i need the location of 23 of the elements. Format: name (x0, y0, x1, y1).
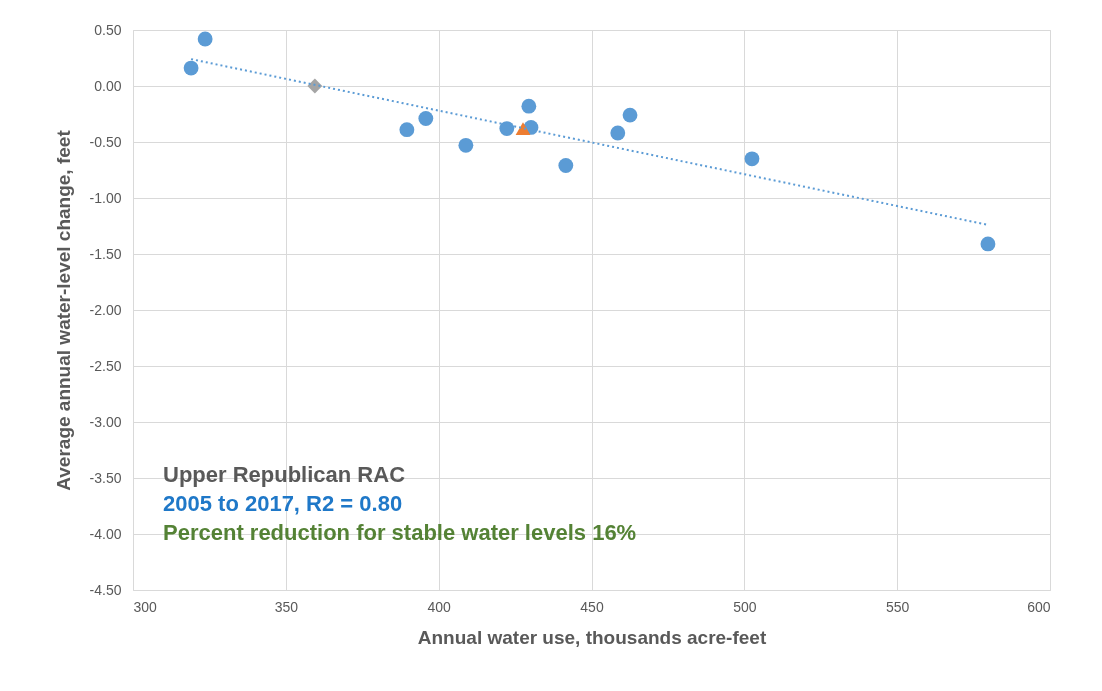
y-tick-label: -2.00 (89, 301, 122, 318)
y-tick-label: 0.00 (94, 77, 122, 94)
y-tick-label: -3.50 (89, 469, 122, 486)
x-tick-label: 600 (1027, 598, 1051, 615)
y-tick-label: -3.00 (89, 413, 122, 430)
y-tick-label: -2.50 (89, 357, 122, 374)
annotation: Percent reduction for stable water levels 16% (163, 520, 637, 545)
x-axis-title: Annual water use, thousands acre-feet (417, 626, 767, 648)
x-tick-label: 400 (427, 598, 452, 615)
y-axis-title: Average annual water-level change, feet (52, 129, 74, 491)
x-tick-label: 350 (274, 598, 299, 615)
annotation: Upper Republican RAC (163, 462, 406, 487)
annotation: 2005 to 2017, R2 = 0.80 (163, 491, 403, 516)
y-tick-label: -0.50 (89, 133, 122, 150)
y-tick-label: 0.50 (94, 21, 122, 38)
x-tick-label: 300 (133, 598, 158, 615)
y-tick-label: -1.00 (89, 189, 122, 206)
x-tick-label: 550 (885, 598, 910, 615)
y-tick-label: -1.50 (89, 245, 122, 262)
x-tick-label: 500 (733, 598, 757, 615)
y-tick-label: -4.00 (89, 525, 122, 542)
y-tick-label: -4.50 (89, 581, 122, 598)
x-tick-label: 450 (580, 598, 604, 615)
